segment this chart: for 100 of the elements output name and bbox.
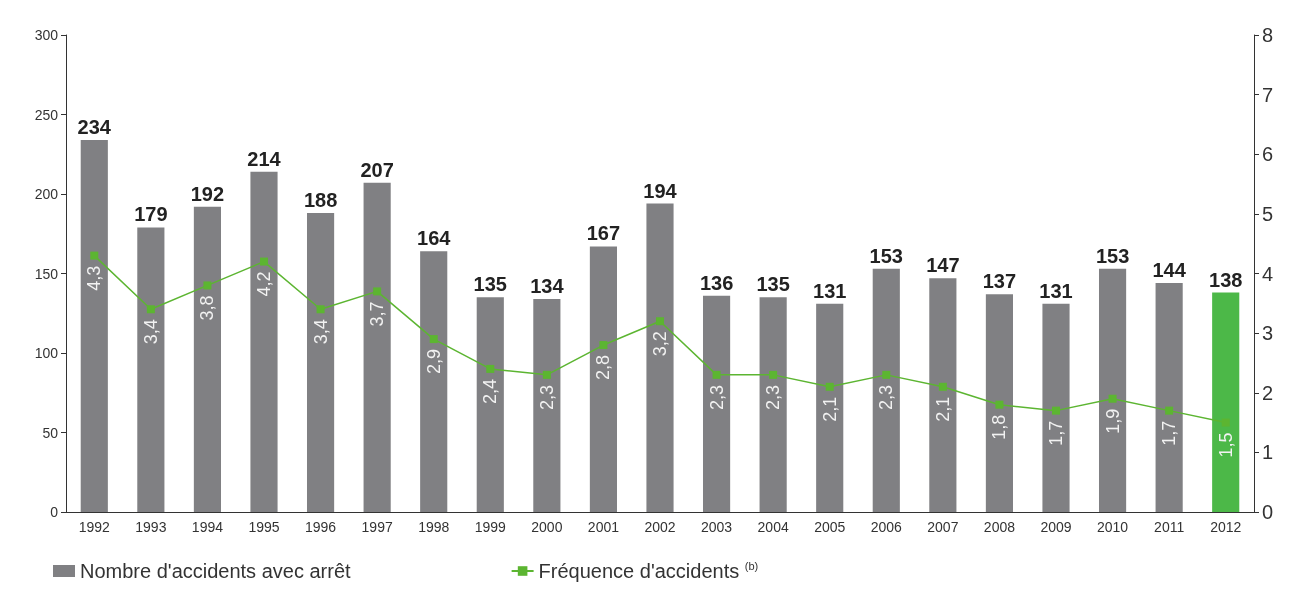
data-label: 2,4 xyxy=(480,378,501,404)
data-label: 1,8 xyxy=(989,414,1010,440)
data-label: 131 xyxy=(1039,279,1073,302)
data-label: 135 xyxy=(473,273,507,296)
data-label: 131 xyxy=(813,279,847,302)
x-tick-label: 1997 xyxy=(361,519,393,535)
x-tick-label: 2009 xyxy=(1040,519,1072,535)
point xyxy=(712,370,721,379)
point xyxy=(146,305,155,314)
data-label: 2,9 xyxy=(423,349,444,375)
bar xyxy=(476,297,504,512)
data-label: 134 xyxy=(530,274,565,297)
y2-tick-label: 2 xyxy=(1262,381,1274,404)
x-tick-label: 2003 xyxy=(700,519,733,535)
data-label: 138 xyxy=(1209,268,1243,291)
data-label: 2,3 xyxy=(536,384,557,410)
data-label: 137 xyxy=(982,270,1017,293)
legend-label: Fréquence d'accidents (b) xyxy=(538,560,759,582)
point xyxy=(825,382,834,391)
bar xyxy=(1042,303,1070,512)
x-tick-label: 2011 xyxy=(1154,519,1185,535)
y2-tick-label: 3 xyxy=(1262,322,1274,345)
x-tick-label: 2008 xyxy=(983,519,1016,535)
data-label: 2,8 xyxy=(593,355,614,381)
point xyxy=(599,341,608,350)
data-label: 214 xyxy=(247,147,282,170)
point xyxy=(486,364,495,373)
y2-tick-label: 8 xyxy=(1262,24,1274,46)
data-label: 135 xyxy=(756,273,790,296)
data-label: 188 xyxy=(303,189,338,212)
point xyxy=(542,370,551,379)
bar xyxy=(193,206,222,512)
bar xyxy=(985,294,1014,512)
point xyxy=(429,335,438,344)
data-label: 2,1 xyxy=(932,396,953,422)
point xyxy=(938,382,947,391)
x-tick-label: 2007 xyxy=(927,519,959,535)
x-tick-label: 2006 xyxy=(870,519,903,535)
data-label: 4,3 xyxy=(84,265,105,291)
x-tick-label: 2001 xyxy=(587,519,620,535)
x-tick-label: 2004 xyxy=(757,519,789,535)
data-label: 2,3 xyxy=(706,384,727,410)
point xyxy=(769,370,778,379)
data-label: 136 xyxy=(699,271,734,294)
y2-tick-label: 4 xyxy=(1262,262,1274,285)
x-tick-label: 1993 xyxy=(135,519,167,535)
data-label: 3,2 xyxy=(650,331,670,357)
data-label: 2,3 xyxy=(876,384,897,410)
data-label: 192 xyxy=(190,182,225,205)
y-tick-label: 150 xyxy=(34,265,59,282)
bar xyxy=(872,268,900,512)
y-tick-label: 300 xyxy=(34,27,59,43)
point xyxy=(90,251,99,260)
bar xyxy=(929,278,957,512)
y2-tick-label: 7 xyxy=(1262,83,1274,106)
data-label: 1,9 xyxy=(1102,408,1123,434)
x-tick-label: 1999 xyxy=(474,519,507,535)
bar xyxy=(250,171,278,512)
point xyxy=(1221,418,1230,427)
bar xyxy=(646,203,674,512)
data-label: 153 xyxy=(1095,244,1130,267)
data-label: 2,3 xyxy=(763,384,784,410)
data-label: 3,4 xyxy=(310,319,331,345)
point xyxy=(1165,406,1174,415)
data-label: 207 xyxy=(360,158,394,181)
point xyxy=(995,400,1004,409)
data-label: 167 xyxy=(586,222,621,245)
y2-tick-label: 5 xyxy=(1262,202,1274,225)
data-label: 153 xyxy=(869,244,903,267)
y-tick-label: 50 xyxy=(42,424,59,441)
point xyxy=(656,317,664,326)
y-tick-label: 100 xyxy=(34,345,59,361)
data-label: 234 xyxy=(77,115,112,138)
y-tick-label: 0 xyxy=(50,504,59,520)
data-label: 2,1 xyxy=(819,396,840,422)
x-tick-label: 1998 xyxy=(418,519,450,535)
bar xyxy=(420,251,448,512)
bar xyxy=(137,227,165,512)
bar xyxy=(363,182,391,512)
bar xyxy=(589,246,618,512)
y2-tick-label: 1 xyxy=(1262,441,1274,464)
x-tick-label: 2012 xyxy=(1210,519,1242,535)
x-tick-label: 1992 xyxy=(78,519,111,535)
x-tick-label: 1995 xyxy=(248,519,280,535)
point xyxy=(1052,406,1060,415)
x-tick-label: 2002 xyxy=(644,519,676,535)
data-label: 179 xyxy=(134,203,168,226)
point xyxy=(1108,394,1117,403)
data-label: 1,5 xyxy=(1215,432,1236,458)
bar xyxy=(306,213,335,512)
x-tick-label: 2010 xyxy=(1096,519,1129,535)
legend-label: Nombre d'accidents avec arrêt xyxy=(80,560,352,582)
x-tick-label: 2000 xyxy=(531,519,563,535)
point xyxy=(316,305,325,314)
data-label: 144 xyxy=(1152,259,1187,282)
bar xyxy=(1098,268,1127,512)
x-tick-label: 2005 xyxy=(814,519,846,535)
y2-tick-label: 6 xyxy=(1262,143,1274,166)
bar xyxy=(533,298,561,512)
y-tick-label: 250 xyxy=(34,106,59,123)
